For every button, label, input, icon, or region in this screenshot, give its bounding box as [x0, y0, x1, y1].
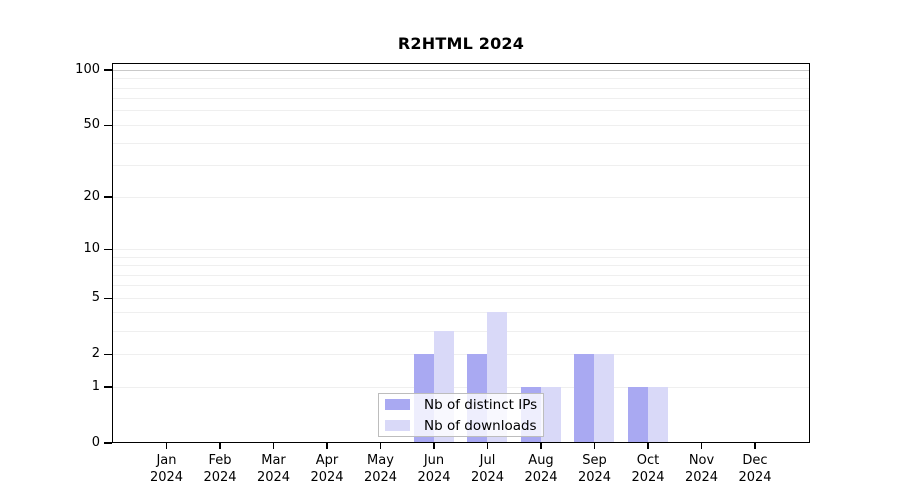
y-tick — [104, 386, 112, 388]
plot-area — [112, 63, 810, 443]
x-tick-label: Apr 2024 — [310, 453, 344, 485]
gridline — [113, 124, 809, 126]
y-tick-label: 1 — [91, 379, 100, 394]
gridline — [113, 330, 809, 332]
legend-label-distinct-ips: Nb of distinct IPs — [424, 396, 538, 413]
x-tick — [433, 443, 435, 449]
gridline — [113, 87, 809, 89]
y-tick — [104, 248, 112, 250]
x-tick-label: Jan 2024 — [149, 453, 184, 485]
y-tick-label: 100 — [75, 62, 100, 78]
gridline — [113, 98, 809, 100]
y-tick-label: 20 — [83, 189, 100, 205]
legend-label-downloads: Nb of downloads — [424, 417, 537, 434]
gridline — [113, 265, 809, 266]
gridline — [113, 274, 809, 276]
x-tick-label: Nov 2024 — [684, 453, 719, 485]
gridline — [113, 285, 809, 287]
gridline — [113, 69, 809, 71]
y-tick — [104, 353, 112, 355]
x-tick-label: Oct 2024 — [631, 453, 665, 485]
y-tick-label: 5 — [91, 290, 100, 306]
x-tick — [165, 443, 168, 449]
gridline — [113, 248, 809, 250]
gridline — [113, 110, 809, 112]
x-tick-label: Mar 2024 — [256, 453, 291, 485]
bar-downloads-aug — [540, 386, 561, 443]
x-tick — [593, 443, 596, 449]
gridline — [113, 386, 809, 388]
x-tick-label: Aug 2024 — [524, 453, 558, 485]
gridline — [113, 256, 809, 258]
x-tick-label: Feb 2024 — [203, 453, 237, 485]
x-tick-label: Dec 2024 — [738, 453, 772, 485]
gridline — [113, 353, 809, 355]
x-tick-label: Jun 2024 — [417, 453, 451, 485]
legend-item-downloads: Nb of downloads — [379, 416, 543, 435]
x-tick — [272, 443, 275, 449]
y-tick-label: 10 — [83, 241, 100, 257]
y-tick — [104, 124, 112, 127]
x-tick-label: May 2024 — [363, 453, 398, 485]
y-tick-label: 2 — [91, 346, 100, 362]
legend-item-distinct-ips: Nb of distinct IPs — [379, 395, 543, 414]
x-tick — [326, 443, 328, 449]
x-tick-label: Sep 2024 — [577, 453, 612, 485]
y-tick — [104, 69, 112, 71]
y-tick-label: 50 — [83, 117, 100, 133]
legend-swatch-distinct-ips-icon — [385, 399, 410, 410]
bar-downloads-oct — [647, 386, 668, 443]
gridline — [113, 142, 809, 144]
legend-swatch-downloads-icon — [385, 420, 410, 431]
gridline — [113, 297, 809, 299]
x-tick — [700, 443, 703, 449]
bar-downloads-sep — [594, 353, 614, 443]
bar-distinct-ips-oct — [627, 386, 648, 443]
x-tick-label: Jul 2024 — [470, 453, 505, 485]
x-tick — [647, 443, 649, 449]
y-tick-label: 0 — [91, 435, 100, 450]
x-tick — [379, 443, 382, 449]
x-tick — [219, 443, 221, 449]
gridline — [113, 196, 809, 198]
y-tick — [104, 297, 112, 299]
y-tick — [104, 442, 112, 444]
x-tick — [540, 443, 542, 449]
legend: Nb of distinct IPs Nb of downloads — [378, 393, 544, 437]
chart-title: R2HTML 2024 — [397, 34, 525, 53]
y-tick — [104, 196, 112, 198]
gridline — [113, 165, 809, 167]
gridline — [113, 312, 809, 314]
gridline — [113, 78, 809, 80]
bar-distinct-ips-sep — [574, 353, 594, 443]
x-tick — [486, 443, 489, 449]
x-tick — [754, 443, 756, 449]
